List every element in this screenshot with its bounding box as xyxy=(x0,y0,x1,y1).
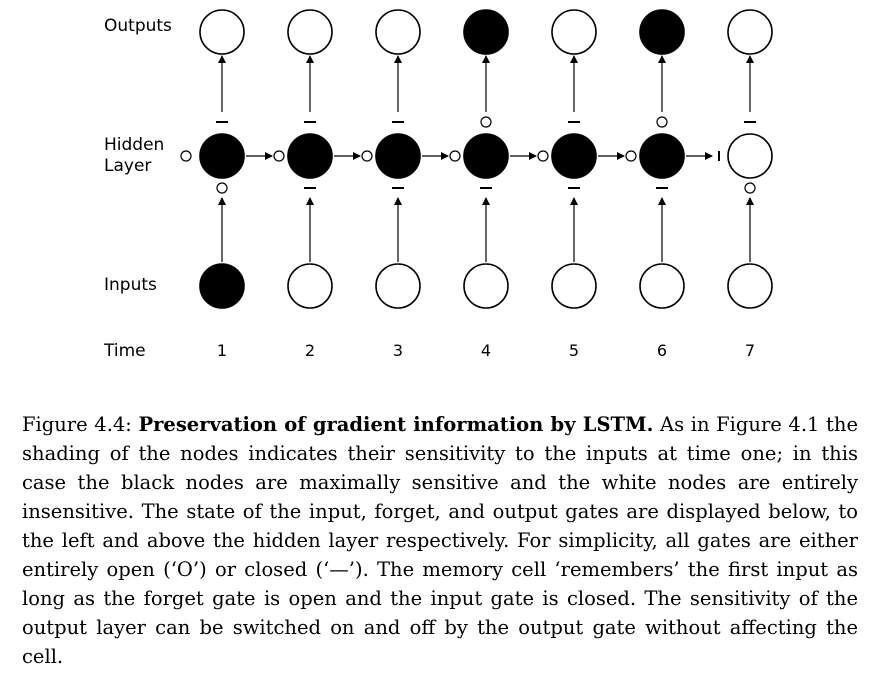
figure-caption: Figure 4.4: Preservation of gradient inf… xyxy=(22,410,858,671)
input-node-3 xyxy=(375,263,421,309)
time-label-7: 7 xyxy=(745,341,755,360)
output-node-6 xyxy=(639,9,685,55)
lstm-diagram: Outputs Hidden Layer Inputs Time 1 2 3 4 5 6 7 xyxy=(103,9,773,361)
output-node-7 xyxy=(727,9,773,55)
hidden-row-label-line1: Hidden xyxy=(104,135,164,155)
outputs-row-label: Outputs xyxy=(104,16,172,36)
hidden-node-1 xyxy=(199,133,245,179)
hidden-node-4 xyxy=(463,133,509,179)
output-node-1 xyxy=(199,9,245,55)
forget-gate-5 xyxy=(537,150,549,162)
inputs-row-label: Inputs xyxy=(104,275,157,295)
time-label-2: 2 xyxy=(305,341,315,360)
output-node-4 xyxy=(463,9,509,55)
input-node-4 xyxy=(463,263,509,309)
time-label-4: 4 xyxy=(481,341,491,360)
forget-gate-2 xyxy=(273,150,285,162)
time-row-label: Time xyxy=(103,341,146,361)
input-node-1 xyxy=(199,263,245,309)
input-node-2 xyxy=(287,263,333,309)
figure-body: As in Figure 4.1 the shading of the node… xyxy=(22,413,858,668)
input-node-6 xyxy=(639,263,685,309)
input-node-5 xyxy=(551,263,597,309)
hidden-node-7 xyxy=(727,133,773,179)
time-label-1: 1 xyxy=(217,341,227,360)
hidden-node-5 xyxy=(551,133,597,179)
output-node-5 xyxy=(551,9,597,55)
nodes-layer: 1 2 3 4 5 6 7 xyxy=(180,9,773,360)
hidden-row-label-line2: Layer xyxy=(104,156,151,176)
input-gate-1 xyxy=(216,182,228,194)
forget-gate-1 xyxy=(180,150,192,162)
input-node-7 xyxy=(727,263,773,309)
forget-gate-3 xyxy=(361,150,373,162)
figure-title: Preservation of gradient information by … xyxy=(138,413,654,436)
hidden-node-2 xyxy=(287,133,333,179)
output-gate-4 xyxy=(480,116,492,128)
hidden-node-3 xyxy=(375,133,421,179)
output-node-3 xyxy=(375,9,421,55)
figure-label: Figure 4.4: xyxy=(22,413,139,436)
forget-gate-6 xyxy=(625,150,637,162)
time-label-5: 5 xyxy=(569,341,579,360)
input-gate-7 xyxy=(744,182,756,194)
hidden-node-6 xyxy=(639,133,685,179)
output-node-2 xyxy=(287,9,333,55)
output-gate-6 xyxy=(656,116,668,128)
time-label-3: 3 xyxy=(393,341,403,360)
time-label-6: 6 xyxy=(657,341,667,360)
forget-gate-4 xyxy=(449,150,461,162)
